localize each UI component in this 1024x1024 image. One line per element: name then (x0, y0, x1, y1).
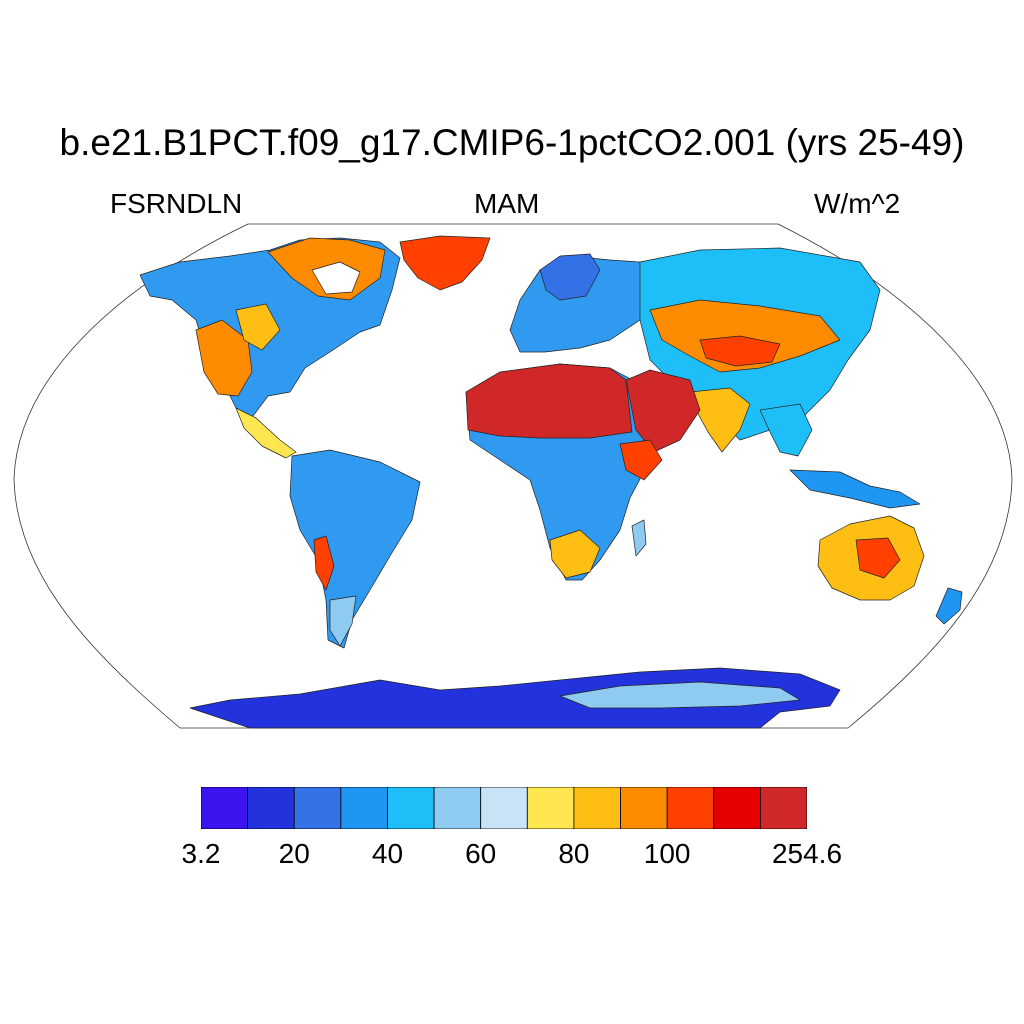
southern-africa-land (549, 529, 601, 579)
horn-of-africa-land (619, 439, 663, 481)
figure-title: b.e21.B1PCT.f09_g17.CMIP6-1pctCO2.001 (y… (59, 122, 965, 163)
new-zealand-land (935, 587, 963, 625)
india-land (689, 387, 751, 453)
central-asia-desert-land (649, 299, 841, 373)
units-label: W/m^2 (814, 188, 901, 219)
tibet-land (699, 335, 781, 367)
colorbar-tick-label: 80 (558, 838, 590, 869)
madagascar-land (631, 519, 647, 557)
colorbar-swatch-4 (387, 787, 435, 829)
variable-label: FSRNDLN (110, 188, 243, 219)
colorbar-tick-label: 60 (465, 838, 497, 869)
colorbar-swatch-8 (573, 787, 621, 829)
scandinavia-land (539, 253, 601, 301)
us-southwest-land (195, 319, 253, 397)
colorbar-swatch-6 (480, 787, 528, 829)
colorbar-swatch-1 (247, 787, 295, 829)
colorbar (201, 787, 807, 829)
colorbar-swatch-2 (293, 787, 342, 829)
colorbar-swatch-3 (340, 787, 388, 829)
colorbar-swatch-0 (201, 787, 249, 829)
sahara-land (465, 363, 633, 439)
us-plains-land (235, 303, 281, 351)
colorbar-swatch-11 (713, 787, 761, 829)
colorbar-swatch-9 (620, 787, 668, 829)
colorbar-tick-label: 3.2 (181, 838, 221, 869)
colorbar-tick-label: 254.6 (771, 838, 843, 869)
arabia-land (625, 369, 701, 453)
indonesia-land (789, 469, 921, 509)
atacama-land (313, 535, 335, 591)
colorbar-tick-label: 40 (371, 838, 404, 869)
season-label: MAM (474, 188, 540, 219)
colorbar-swatch-7 (526, 787, 575, 829)
australia-interior-land (855, 537, 901, 579)
colorbar-swatch-10 (666, 787, 715, 829)
central-america-land (235, 407, 297, 459)
se-asia-land (759, 403, 813, 457)
patagonia-land (329, 595, 357, 647)
greenland-land (399, 235, 491, 291)
hudson-bay-water (311, 261, 361, 295)
colorbar-swatch-12 (759, 787, 807, 829)
colorbar-tick-label: 100 (643, 838, 691, 869)
east-antarctica-plateau-land (559, 681, 801, 709)
colorbar-swatch-5 (433, 787, 482, 829)
colorbar-tick-label: 20 (278, 838, 310, 869)
